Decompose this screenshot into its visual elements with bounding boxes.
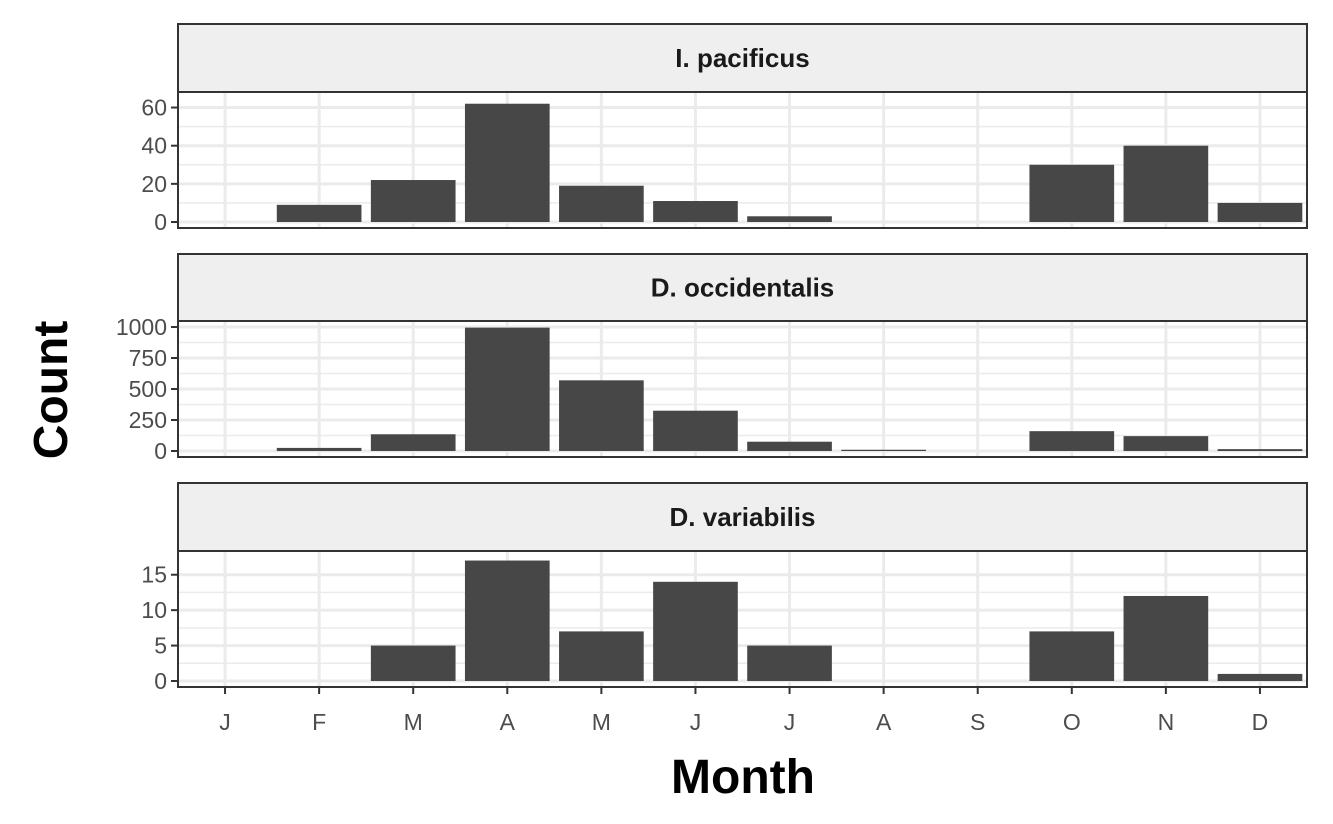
x-tick-label: N xyxy=(1158,709,1175,735)
y-tick-label: 40 xyxy=(141,133,167,159)
y-tick-label: 500 xyxy=(129,376,167,402)
facet-strip xyxy=(177,482,1308,552)
bar xyxy=(370,180,456,222)
bar xyxy=(370,434,456,451)
bar xyxy=(559,380,644,451)
bar xyxy=(1029,631,1115,681)
bar xyxy=(747,216,832,222)
bar xyxy=(559,185,644,222)
bar xyxy=(1029,431,1115,451)
y-tick-label: 0 xyxy=(154,668,167,694)
bar xyxy=(653,410,738,451)
panel-border xyxy=(177,91,1308,229)
bar xyxy=(464,327,550,451)
x-tick-label: M xyxy=(592,709,611,735)
bar xyxy=(276,447,362,451)
x-tick-label: J xyxy=(690,709,702,735)
bar xyxy=(653,201,738,222)
facet-strip-title: D. occidentalis xyxy=(651,273,835,303)
y-tick-label: 60 xyxy=(141,95,167,121)
bar xyxy=(464,560,550,681)
facet-strip-title: D. variabilis xyxy=(670,502,816,532)
x-tick-label: S xyxy=(970,709,985,735)
y-tick-label: 0 xyxy=(154,209,167,235)
y-axis-title: Count xyxy=(25,321,78,460)
bar xyxy=(747,645,832,681)
bar xyxy=(1217,449,1303,451)
facet-panel: I. pacificus 0 20 40 60 xyxy=(141,23,1308,235)
bar xyxy=(464,103,550,222)
bar xyxy=(747,441,832,451)
bar xyxy=(1029,164,1115,222)
x-tick-label: A xyxy=(876,709,892,735)
y-tick-label: 250 xyxy=(129,407,167,433)
bar xyxy=(559,631,644,681)
bar xyxy=(1217,202,1303,222)
facet-panel: D. occidentalis 0 250 500 750 1000 xyxy=(116,253,1308,464)
bar xyxy=(370,645,456,681)
bar xyxy=(653,581,738,681)
y-tick-label: 5 xyxy=(154,633,167,659)
x-tick-label: M xyxy=(404,709,423,735)
x-tick-label: J xyxy=(219,709,231,735)
bar xyxy=(1123,145,1209,222)
y-tick-label: 750 xyxy=(129,345,167,371)
panel-border xyxy=(177,320,1308,458)
facet-strip xyxy=(177,253,1308,322)
x-axis-title: Month xyxy=(671,751,815,804)
facet-strip-title: I. pacificus xyxy=(675,43,809,73)
bar xyxy=(841,449,926,451)
panel-border xyxy=(177,550,1308,688)
facet-strip xyxy=(177,23,1308,93)
bar xyxy=(1123,595,1209,681)
x-tick-label: A xyxy=(500,709,516,735)
bar xyxy=(1123,436,1209,451)
x-tick-label: F xyxy=(312,709,326,735)
x-tick-label: O xyxy=(1063,709,1081,735)
x-tick-label: J xyxy=(784,709,796,735)
bar xyxy=(276,204,362,222)
y-tick-label: 1000 xyxy=(116,314,167,340)
panel-background xyxy=(178,92,1307,228)
y-tick-label: 20 xyxy=(141,171,167,197)
y-tick-label: 15 xyxy=(141,562,167,588)
y-tick-label: 0 xyxy=(154,438,167,464)
y-tick-label: 10 xyxy=(141,597,167,623)
bar xyxy=(1217,673,1303,681)
x-tick-label: D xyxy=(1252,709,1269,735)
facet-panel: D. variabilis 0 5 10 15 xyxy=(141,482,1308,694)
